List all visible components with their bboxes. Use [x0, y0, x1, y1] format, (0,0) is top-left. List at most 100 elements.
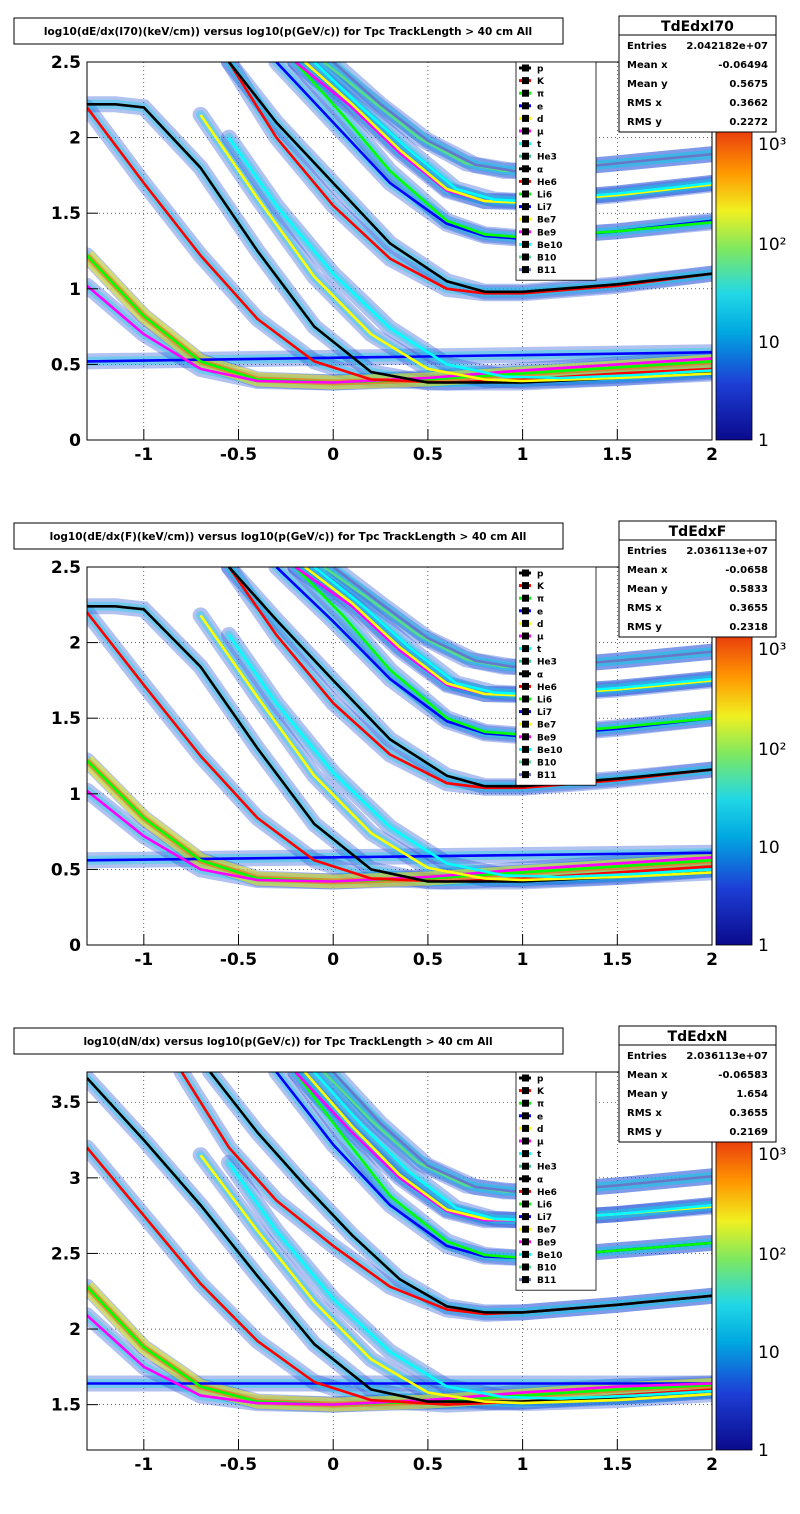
legend-marker: [522, 240, 529, 248]
legend-marker: [522, 102, 529, 110]
legend-marker: [522, 720, 529, 728]
curve-t: [227, 136, 712, 380]
legend-label: e: [537, 102, 543, 112]
legend-marker: [522, 1263, 529, 1271]
legend-marker: [522, 114, 529, 122]
legend-label: p: [537, 1075, 544, 1085]
legend-entry-d: d: [519, 1124, 543, 1135]
legend-marker: [522, 1112, 529, 1120]
legend-entry-e: e: [519, 607, 543, 617]
legend-marker: [522, 1187, 529, 1195]
stats-value: 0.3655: [729, 603, 768, 614]
legend-entry-d: d: [519, 619, 543, 630]
y-tick-label: 3: [69, 1169, 81, 1189]
legend-entry-B10: B10: [519, 1263, 556, 1274]
legend-entry-B11: B11: [519, 266, 556, 276]
legend-label: p: [537, 570, 544, 580]
x-tick-label: 0: [327, 950, 339, 970]
legend-marker: [522, 77, 529, 85]
curve-e: [87, 851, 712, 862]
legend-marker: [522, 1137, 529, 1145]
curve-t: [227, 634, 712, 879]
axis-ticks: -1 -0.5 0 0.5 1 1.5 2 0 0.5 1 1.5 2 2.5: [51, 558, 718, 970]
legend-marker: [522, 89, 529, 97]
legend-marker: [522, 1213, 529, 1221]
legend-entry-K: K: [519, 77, 545, 87]
legend-entry-Li7: Li7: [519, 1213, 552, 1223]
stats-label: Entries: [627, 1051, 667, 1062]
curve-B11: [332, 567, 712, 669]
stats-label: Mean y: [627, 584, 668, 595]
legend-label: μ: [537, 128, 544, 138]
stats-value: 2.036113e+07: [686, 1051, 768, 1062]
stats-label: Entries: [627, 41, 667, 52]
x-tick-label: -0.5: [220, 445, 257, 465]
y-tick-label: 1.5: [51, 709, 81, 729]
legend-label: Li6: [537, 1201, 552, 1211]
colorbar-tick-label: 10: [758, 1343, 780, 1363]
x-tick-label: -0.5: [220, 950, 257, 970]
legend-label: t: [537, 1150, 542, 1160]
x-tick-label: 1.5: [602, 950, 632, 970]
curve-B11: [332, 1072, 712, 1193]
legend-entry-p: p: [519, 569, 544, 580]
legend-label: He3: [537, 153, 557, 163]
chart-title-box: [13, 1027, 564, 1055]
legend-entry-Be7: Be7: [519, 215, 556, 226]
y-tick-label: 3.5: [51, 1093, 81, 1113]
x-tick-label: -0.5: [220, 1455, 257, 1475]
legend-marker: [522, 266, 529, 274]
legend-label: He3: [537, 658, 557, 668]
legend-entry-t: t: [519, 1150, 542, 1160]
legend-label: Li7: [537, 708, 552, 718]
stats-value: 0.2169: [729, 1127, 768, 1138]
curve-mu: [87, 284, 712, 384]
legend-marker: [522, 1124, 529, 1132]
curve-d: [199, 114, 712, 383]
curve-d: [199, 614, 712, 882]
x-tick-label: 2: [706, 445, 718, 465]
colorbar-fill: [716, 122, 752, 440]
legend-label: Li7: [537, 1213, 552, 1223]
legend-entry-B10: B10: [519, 253, 556, 264]
legend-label: Be7: [537, 721, 556, 731]
y-tick-label: 0: [69, 431, 81, 451]
legend-marker: [522, 670, 529, 678]
x-tick-label: 1.5: [602, 1455, 632, 1475]
x-tick-label: 1: [517, 950, 529, 970]
stats-value: 0.3662: [729, 98, 768, 109]
legend-label: Li6: [537, 696, 552, 706]
legend-entry-Li6: Li6: [519, 1200, 552, 1211]
curve-Be10: [313, 567, 712, 696]
legend-entry-He6: He6: [519, 1187, 557, 1198]
legend-entry-B10: B10: [519, 758, 556, 769]
curve-Be7: [303, 62, 712, 204]
legend-label: B10: [537, 1264, 556, 1274]
legend-label: B10: [537, 254, 556, 264]
legend-entry-Be10: Be10: [519, 240, 563, 251]
legend-marker: [522, 619, 529, 627]
legend-label: μ: [537, 1138, 544, 1148]
legend-label: He6: [537, 1188, 557, 1198]
legend-entry-B11: B11: [519, 771, 556, 781]
legend-label: α: [537, 1175, 543, 1185]
stats-value: 0.2272: [729, 117, 768, 128]
legend-entry-Be10: Be10: [519, 745, 563, 756]
legend-label: K: [537, 1087, 545, 1097]
colorbar-tick-label: 10³: [758, 1145, 786, 1165]
plot-frame: [86, 1071, 713, 1451]
curve-He6: [227, 62, 712, 295]
legend-label: μ: [537, 633, 544, 643]
stats-title: TdEdxF: [669, 524, 727, 540]
curve-Li6: [294, 1072, 712, 1260]
legend-entry-Be7: Be7: [519, 1225, 556, 1236]
legend-entry-K: K: [519, 582, 545, 592]
legend-label: d: [537, 620, 543, 630]
stats-value: -0.06494: [718, 60, 768, 71]
legend-entry-Li7: Li7: [519, 708, 552, 718]
legend-entry-B11: B11: [519, 1276, 556, 1286]
stats-label: RMS y: [627, 117, 662, 128]
legend-label: π: [537, 595, 544, 605]
x-tick-label: -1: [134, 1455, 153, 1475]
